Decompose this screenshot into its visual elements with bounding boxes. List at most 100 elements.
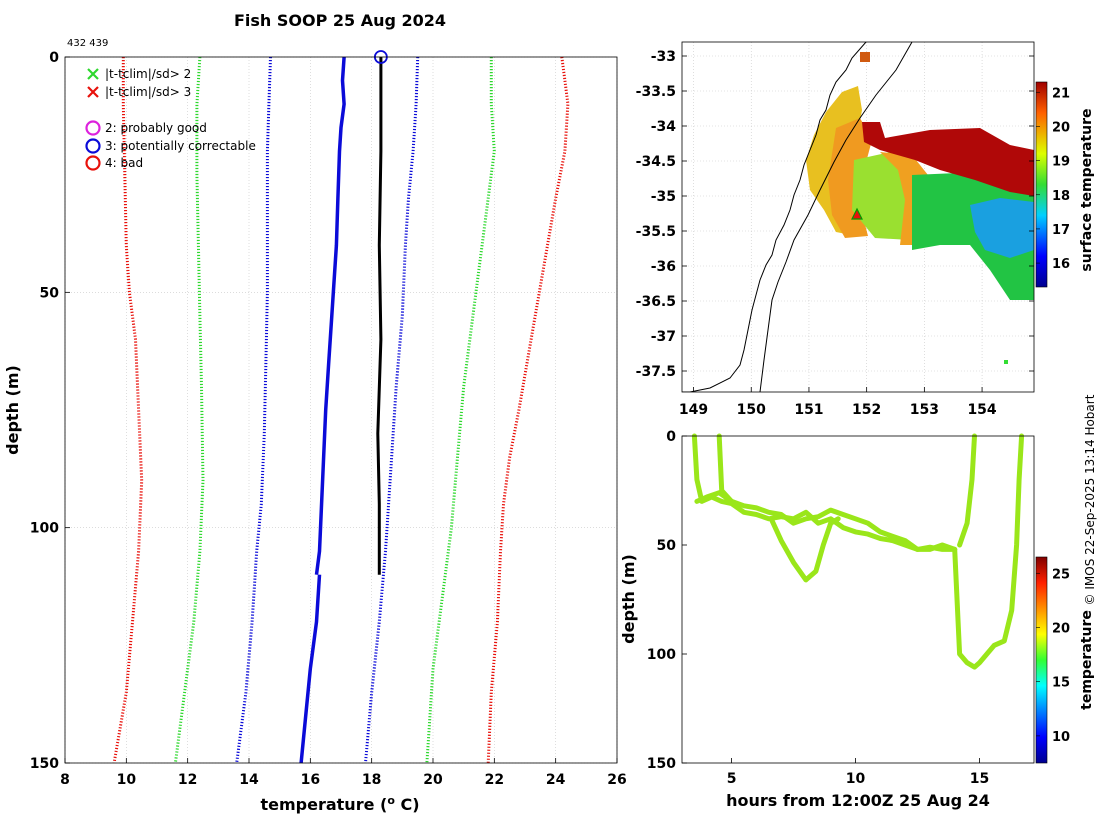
sst-cyan-east bbox=[970, 198, 1034, 258]
timedepth-ytick-label: 0 bbox=[666, 429, 676, 445]
sst-tick-label: 18 bbox=[1052, 189, 1070, 204]
map-ytick-label: -37 bbox=[651, 329, 676, 345]
profile-line bbox=[235, 56, 272, 764]
map-xtick-label: 154 bbox=[967, 402, 996, 418]
timedepth-xtick-label: 10 bbox=[846, 771, 866, 787]
profile-line bbox=[486, 56, 570, 764]
profile-ytick-label: 150 bbox=[30, 756, 59, 772]
profile-xtick-label: 8 bbox=[60, 772, 70, 788]
profile-axes bbox=[64, 56, 618, 764]
profile-xtick-label: 22 bbox=[485, 772, 504, 788]
map-xtick-label: 152 bbox=[852, 402, 881, 418]
profile-ytick-label: 0 bbox=[49, 50, 59, 66]
profile-xtick-label: 10 bbox=[117, 772, 137, 788]
timedepth-ylabel: depth (m) bbox=[619, 554, 638, 644]
profile-xtick-label: 20 bbox=[423, 772, 443, 788]
timedepth-trace bbox=[957, 433, 977, 548]
map-ytick-label: -35.5 bbox=[636, 224, 676, 240]
map-ytick-label: -36 bbox=[651, 259, 676, 275]
sst-colorbar-label: surface temperature bbox=[1079, 108, 1095, 271]
profile-ticks: 8 10 12 14 16 18 20 22 24 26 0 50 100 150 bbox=[30, 50, 627, 788]
timedepth-trace bbox=[694, 490, 958, 552]
map-ytick-label: -35 bbox=[651, 189, 676, 205]
timedepth-trace bbox=[691, 433, 958, 552]
legend-label: 2: probably good bbox=[105, 121, 207, 135]
map-ytick-label: -36.5 bbox=[636, 294, 676, 310]
temperature-tick-label: 25 bbox=[1052, 567, 1070, 582]
profile-line bbox=[299, 574, 322, 764]
sst-tick-label: 20 bbox=[1052, 120, 1070, 135]
sst-tick-label: 16 bbox=[1052, 257, 1070, 272]
legend-x-marker bbox=[87, 86, 99, 98]
timedepth-xtick-label: 5 bbox=[727, 771, 737, 787]
profile-xtick-label: 16 bbox=[301, 772, 320, 788]
profile-line bbox=[173, 56, 205, 764]
timedepth-xtick-label: 15 bbox=[970, 771, 989, 787]
temperature-tick-label: 10 bbox=[1052, 730, 1070, 745]
track-marker bbox=[851, 207, 863, 220]
legend-label: |t-tclim|/sd> 2 bbox=[105, 67, 191, 81]
profile-xtick-label: 26 bbox=[607, 772, 626, 788]
profile-title: Fish SOOP 25 Aug 2024 bbox=[234, 11, 446, 30]
legend-label: 3: potentially correctable bbox=[105, 139, 256, 153]
map-ytick-label: -33 bbox=[651, 49, 676, 65]
profile-grid bbox=[64, 56, 618, 764]
sst-green-speck bbox=[1004, 360, 1008, 364]
temperature-colorbar bbox=[1035, 556, 1048, 764]
temperature-colorbar-label: temperature bbox=[1079, 610, 1095, 710]
profile-xtick-label: 18 bbox=[362, 772, 381, 788]
sst-red-speck bbox=[860, 52, 870, 62]
legend-label: |t-tclim|/sd> 3 bbox=[105, 85, 191, 99]
map-axes bbox=[681, 41, 1035, 393]
legend-label: 4: bad bbox=[105, 156, 143, 170]
legend-circle-marker bbox=[85, 155, 101, 171]
map-ytick-label: -33.5 bbox=[636, 84, 676, 100]
profile-ylabel: depth (m) bbox=[3, 365, 22, 455]
profile-ytick-label: 50 bbox=[40, 285, 60, 301]
profile-xtick-label: 14 bbox=[239, 772, 259, 788]
map-xtick-label: 149 bbox=[679, 402, 708, 418]
profile-xlabel: temperature (o C) bbox=[260, 794, 419, 814]
credit-text: © IMOS 22-Sep-2025 13:14 Hobart bbox=[1083, 394, 1097, 605]
map-ytick-label: -34 bbox=[651, 119, 677, 135]
timedepth-ytick-label: 150 bbox=[647, 756, 676, 772]
profile-line bbox=[112, 57, 144, 764]
timedepth-trace bbox=[716, 433, 735, 504]
temperature-colorbar-ticks: 10 15 20 25 bbox=[1036, 567, 1070, 745]
timedepth-ytick-label: 100 bbox=[647, 647, 676, 663]
profile-line bbox=[314, 56, 346, 575]
profile-xtick-label: 12 bbox=[178, 772, 197, 788]
timedepth-series bbox=[691, 433, 1025, 670]
timedepth-trace bbox=[768, 516, 841, 583]
sst-orange-band bbox=[828, 118, 872, 238]
sst-tick-label: 19 bbox=[1052, 155, 1070, 170]
profile-line bbox=[376, 57, 383, 575]
timedepth-axes bbox=[681, 435, 1035, 764]
map-xtick-label: 151 bbox=[794, 402, 823, 418]
map-ytick-label: -34.5 bbox=[636, 154, 676, 170]
map-xtick-label: 150 bbox=[737, 402, 766, 418]
profile-ytick-label: 100 bbox=[30, 521, 59, 537]
profile-line bbox=[425, 57, 496, 764]
profile-xtick-label: 24 bbox=[546, 772, 566, 788]
map-ticks: 149 150 151 152 153 154 -33 -33.5 -34 -34.5 -35 -35… bbox=[636, 49, 1034, 418]
timedepth-ytick-label: 50 bbox=[657, 538, 677, 554]
legend-circle-marker bbox=[85, 120, 101, 136]
timedepth-trace bbox=[952, 433, 1025, 670]
profile-line bbox=[364, 56, 420, 764]
sst-tick-label: 21 bbox=[1052, 86, 1070, 101]
sst-colorbar bbox=[1035, 81, 1048, 288]
sst-tick-label: 17 bbox=[1052, 223, 1070, 238]
temperature-tick-label: 15 bbox=[1052, 676, 1070, 691]
profile-annotation: 432 439 bbox=[67, 38, 108, 49]
sst-colorbar-ticks: 16 17 18 19 20 21 bbox=[1036, 86, 1070, 272]
profile-legend: |t-tclim|/sd> 2 |t-tclim|/sd> 3 2: probabl… bbox=[85, 67, 256, 171]
sst-red-patch bbox=[862, 122, 1034, 196]
profile-series bbox=[112, 50, 570, 764]
timedepth-xlabel: hours from 12:00Z 25 Aug 24 bbox=[726, 791, 990, 810]
temperature-tick-label: 20 bbox=[1052, 621, 1070, 636]
map-ytick-label: -37.5 bbox=[636, 364, 676, 380]
legend-x-marker bbox=[87, 68, 99, 80]
